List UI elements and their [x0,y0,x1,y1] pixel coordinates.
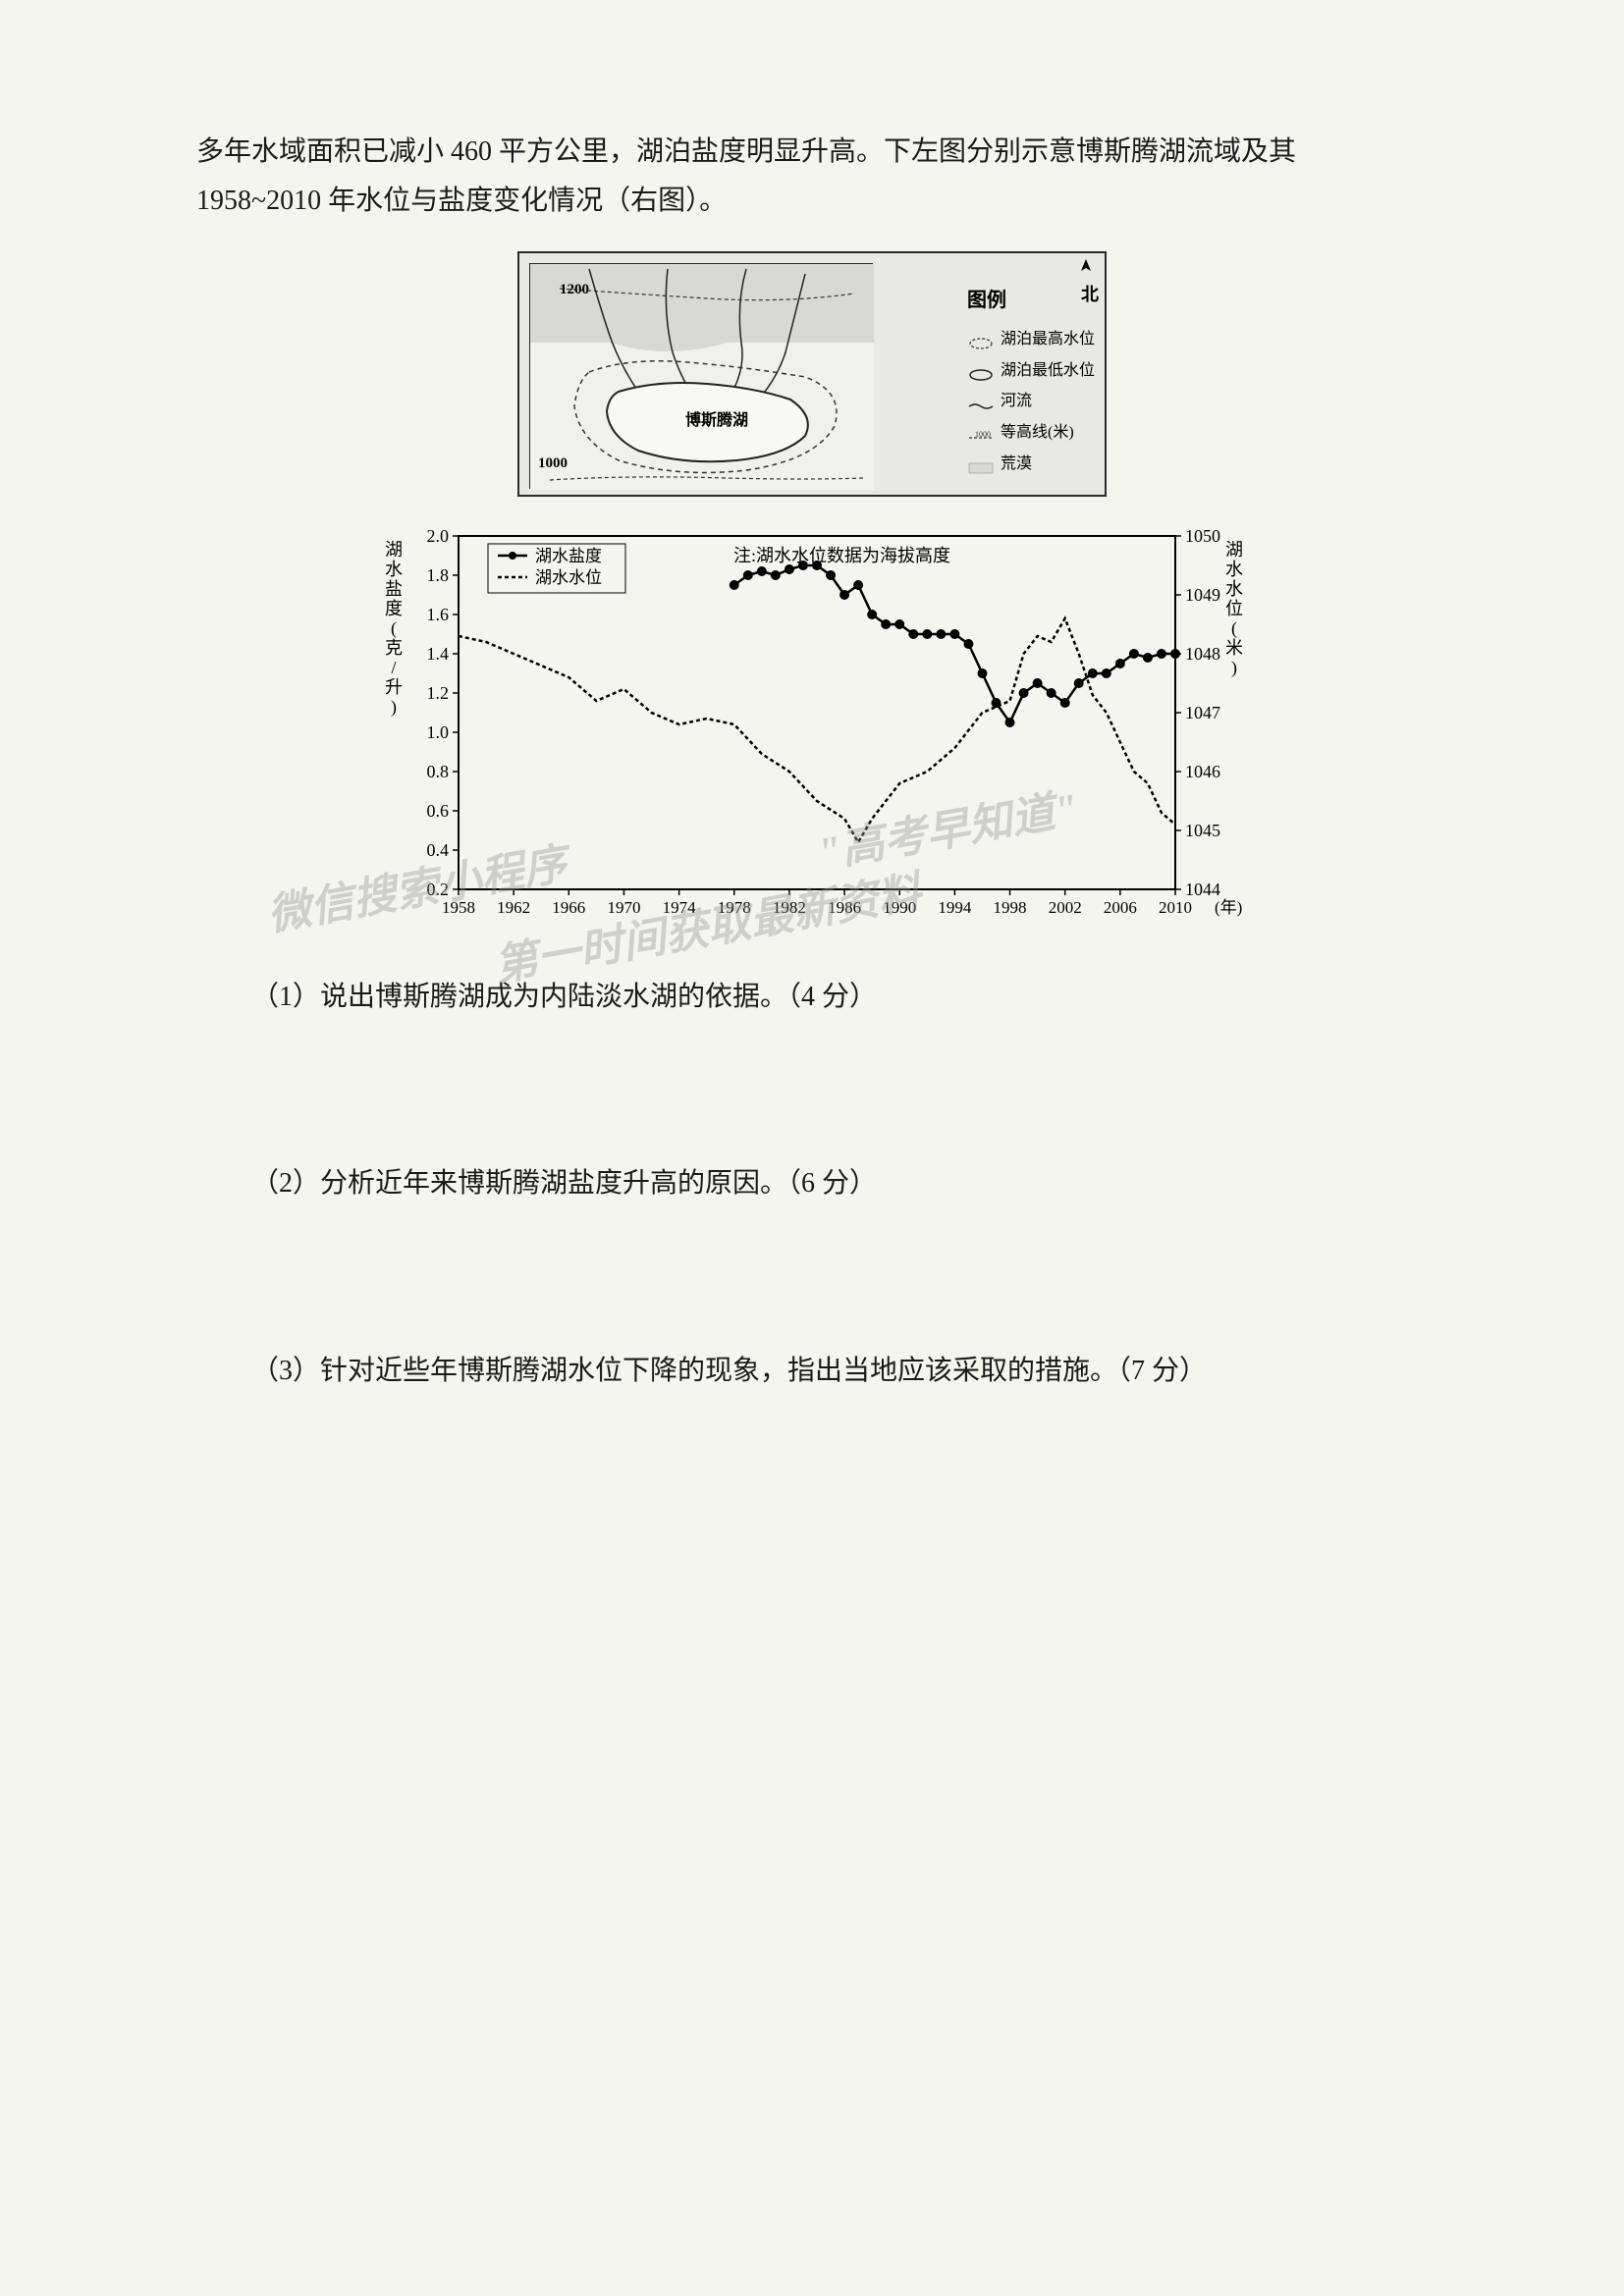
svg-text:1982: 1982 [773,898,806,917]
svg-text:1049: 1049 [1185,585,1220,605]
svg-text:1.2: 1.2 [427,683,450,703]
legend-item: 荒漠 [967,451,1095,479]
svg-text:0.6: 0.6 [427,801,450,821]
svg-text:(: ( [391,618,397,639]
svg-text:1966: 1966 [552,898,585,917]
legend-label: 河流 [1001,388,1032,416]
map-figure: 北 1200 1000 博斯腾湖 [517,251,1107,497]
svg-text:): ) [1231,658,1237,678]
line-chart-svg: 0.2 0.4 0.6 0.8 1.0 1.2 1.4 1.6 1.8 2.0 1044 1045 10… [370,516,1254,938]
legend-solid-outline-icon [967,364,995,378]
svg-text:位: 位 [1225,599,1243,618]
svg-text:注:湖水水位数据为海拔高度: 注:湖水水位数据为海拔高度 [733,546,950,565]
svg-text:米: 米 [1225,638,1243,658]
legend-dashed-outline-icon [967,333,995,347]
svg-text:1044: 1044 [1185,880,1220,899]
svg-text:2002: 2002 [1049,898,1082,917]
elevation-1000: 1000 [538,455,568,472]
question-1: （1）说出博斯腾湖成为内陆淡水湖的依据。（4 分） [196,973,1428,1022]
svg-text:1994: 1994 [938,898,972,917]
legend-item: 湖泊最低水位 [967,357,1095,386]
legend-contour-icon: 1000 [967,427,995,441]
legend-item: 湖泊最高水位 [967,326,1095,354]
svg-text:): ) [391,697,397,718]
svg-text:水: 水 [385,560,403,579]
question-3: （3）针对近些年博斯腾湖水位下降的现象，指出当地应该采取的措施。（7 分） [196,1347,1428,1396]
svg-text:(年): (年) [1215,898,1242,917]
svg-text:水: 水 [1225,560,1243,579]
svg-text:克: 克 [385,638,403,658]
svg-text:(: ( [1231,618,1237,639]
svg-text:1.6: 1.6 [427,605,450,624]
svg-text:1974: 1974 [663,898,697,917]
svg-text:湖: 湖 [385,540,403,560]
legend-label: 湖泊最低水位 [1001,357,1095,386]
lake-name-label: 博斯腾湖 [685,406,748,430]
legend-label: 湖泊最高水位 [1001,326,1095,354]
svg-text:1.4: 1.4 [427,644,450,664]
svg-text:1970: 1970 [607,898,640,917]
svg-text:1958: 1958 [442,898,475,917]
legend-item: 河流 [967,388,1095,416]
svg-text:1990: 1990 [883,898,916,917]
svg-text:2006: 2006 [1104,898,1137,917]
svg-text:1048: 1048 [1185,644,1220,664]
svg-text:湖水水位: 湖水水位 [535,568,602,587]
svg-text:度: 度 [385,599,403,618]
elevation-1200: 1200 [560,282,589,298]
svg-text:2.0: 2.0 [427,526,450,546]
svg-text:1962: 1962 [497,898,530,917]
svg-text:1998: 1998 [994,898,1027,917]
svg-text:1000: 1000 [975,431,991,439]
intro-paragraph: 多年水域面积已减小 460 平方公里，湖泊盐度明显升高。下左图分别示意博斯腾湖流… [196,128,1428,227]
svg-text:2010: 2010 [1159,898,1192,917]
legend-title: 图例 [967,283,1095,318]
legend-label: 荒漠 [1001,451,1032,479]
svg-text:湖: 湖 [1225,540,1243,560]
legend-item: 1000 等高线(米) [967,419,1095,448]
svg-text:盐: 盐 [385,579,403,599]
svg-text:1.0: 1.0 [427,722,450,742]
svg-text:湖水盐度: 湖水盐度 [535,547,602,565]
svg-text:水: 水 [1225,579,1243,599]
svg-text:1986: 1986 [828,898,861,917]
svg-text:/: / [391,658,396,677]
svg-text:升: 升 [385,677,403,697]
legend-label: 等高线(米) [1001,419,1074,448]
svg-text:0.4: 0.4 [427,840,450,860]
map-inner-area: 1200 1000 博斯腾湖 [529,263,873,489]
question-2: （2）分析近年来博斯腾湖盐度升高的原因。（6 分） [196,1159,1428,1208]
svg-text:1.8: 1.8 [427,565,450,585]
chart-figure: 0.2 0.4 0.6 0.8 1.0 1.2 1.4 1.6 1.8 2.0 1044 1045 10… [370,516,1254,938]
svg-text:1978: 1978 [718,898,751,917]
svg-text:0.8: 0.8 [427,762,450,781]
legend-desert-icon [967,457,995,471]
map-legend: 图例 湖泊最高水位 湖泊最低水位 河流 1000 等高线(米) [967,283,1095,482]
svg-text:1046: 1046 [1185,762,1220,781]
svg-text:1050: 1050 [1185,526,1220,546]
svg-text:0.2: 0.2 [427,880,450,899]
legend-river-icon [967,396,995,409]
svg-text:1045: 1045 [1185,821,1220,840]
svg-text:1047: 1047 [1185,703,1220,722]
